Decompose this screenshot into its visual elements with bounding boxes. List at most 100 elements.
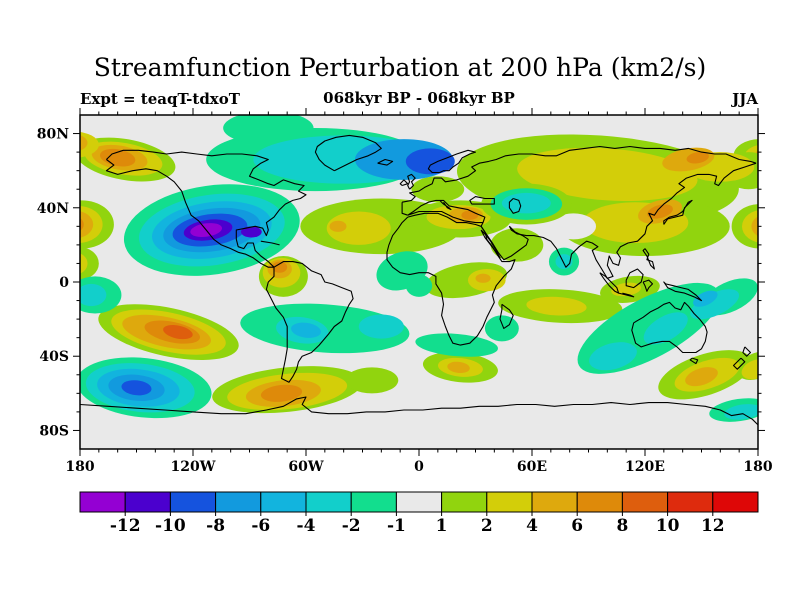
y-axis-label: 80S xyxy=(39,423,69,439)
contour-blobs-layer xyxy=(61,115,782,422)
colorbar-segment xyxy=(531,491,578,513)
contour-blob-new-zealand-positive xyxy=(741,359,758,380)
colorbar-segment xyxy=(124,491,171,513)
contour-blob-arctic-canada-scandinavia-negative xyxy=(223,115,314,145)
coastline-layer xyxy=(80,134,758,426)
colorbar-segment xyxy=(486,491,533,513)
coastline xyxy=(80,396,758,426)
contour-blob-australia-negative xyxy=(690,289,740,320)
contour-blob-alaska-arctic-positive xyxy=(99,148,136,167)
contour-blob-pacific-left-edge-positive-35N xyxy=(61,219,76,230)
contour-blob-eurasia-positive-field xyxy=(686,151,709,164)
colorbar-label: -10 xyxy=(155,516,186,536)
colorbar-label: 8 xyxy=(616,516,628,536)
contour-blob-atlantic-mediterranean-positive-band xyxy=(326,211,391,245)
coastline xyxy=(407,173,416,190)
colorbar-label: -8 xyxy=(206,516,225,536)
coastline xyxy=(480,222,529,261)
contour-blob-north-america-negative xyxy=(241,226,262,238)
coastline xyxy=(260,240,280,246)
contour-blob-atlantic-mediterranean-positive-band xyxy=(329,220,347,232)
contour-blob-west-africa-negative xyxy=(405,274,433,297)
y-axis-label: 0 xyxy=(59,275,69,291)
season-label: JJA xyxy=(732,90,758,108)
coastline xyxy=(265,261,354,383)
coastline xyxy=(427,149,477,174)
coastline xyxy=(401,202,408,216)
colorbar-label: 1 xyxy=(436,516,448,536)
contour-blob-tibet-neutral-gap xyxy=(550,213,597,240)
coastline xyxy=(401,145,757,203)
contour-blob-equatorial-pacific-negative-left xyxy=(80,283,107,307)
contour-blob-colombia-positive xyxy=(272,261,288,273)
colorbar-label: 10 xyxy=(656,516,680,536)
x-axis-label: 180 xyxy=(65,459,94,475)
coastline xyxy=(742,346,752,357)
contour-blob-left-edge-tropical-positive xyxy=(80,253,88,274)
contour-blob-eurasia-positive-field xyxy=(411,176,465,203)
colorbar-label: -12 xyxy=(110,516,141,536)
colorbar-segment xyxy=(350,491,397,513)
contour-blob-south-pacific-negative xyxy=(121,380,152,396)
coastline xyxy=(480,229,501,259)
colorbar-segment xyxy=(169,491,217,513)
colorbar-segment xyxy=(712,491,759,513)
colorbar-segment xyxy=(667,491,714,513)
contour-blob-pacific-right-edge-positive-30N xyxy=(759,218,782,235)
contour-blob-pacific-right-edge-positive-30N xyxy=(751,216,758,237)
coastline xyxy=(499,303,514,329)
contour-blob-australia-negative xyxy=(693,290,718,307)
coastline xyxy=(508,162,757,279)
coastline xyxy=(618,292,635,298)
contour-blob-south-pacific-positive xyxy=(163,325,193,340)
contour-blob-left-edge-tropical-positive xyxy=(80,246,99,281)
contour-blob-caspian-negative xyxy=(501,192,551,214)
coastline xyxy=(314,134,382,172)
contour-blob-drake-passage-positive xyxy=(260,384,303,402)
coastline xyxy=(642,248,655,270)
colorbar-label: 4 xyxy=(526,516,538,536)
x-axis-label: 120E xyxy=(625,459,665,475)
contour-blob-atlantic-mediterranean-positive-band xyxy=(490,228,544,262)
x-axis-label: 60E xyxy=(517,459,547,475)
coastline xyxy=(439,200,452,211)
contour-blob-alaska-arctic-positive xyxy=(80,135,88,151)
y-axis-label: 40N xyxy=(37,201,69,217)
colorbar-label: -1 xyxy=(387,516,406,536)
colorbar-label: 12 xyxy=(701,516,725,536)
coastline xyxy=(407,199,486,224)
contour-blob-argentina-south-atlantic-negative xyxy=(291,322,321,338)
colorbar-label: 2 xyxy=(481,516,493,536)
y-axis-label: 80N xyxy=(37,127,69,143)
coastline xyxy=(663,199,693,225)
colorbar-segment xyxy=(305,491,352,513)
x-axis-label: 180 xyxy=(743,459,772,475)
colorbar-segment xyxy=(441,491,488,513)
coastline xyxy=(625,268,644,289)
contour-blob-australia-negative xyxy=(589,342,637,371)
coastline xyxy=(631,301,708,354)
x-axis-label: 60W xyxy=(288,459,323,475)
page-title: Streamfunction Perturbation at 200 hPa (… xyxy=(93,53,707,82)
colorbar-segment xyxy=(576,491,623,513)
period-label: 068kyr BP - 068kyr BP xyxy=(323,89,515,107)
experiment-label: Expt = teaqT-tdxoT xyxy=(80,90,240,108)
contour-blob-drake-passage-positive xyxy=(345,367,399,394)
y-axis-label: 40S xyxy=(39,349,69,365)
coastline xyxy=(663,281,703,302)
contour-blob-australia-negative xyxy=(643,312,688,345)
colorbar-segment xyxy=(621,491,669,513)
contour-blob-pacific-right-edge-positive-30N xyxy=(741,210,758,243)
coastline xyxy=(642,279,654,292)
contour-blob-pacific-left-edge-positive-35N xyxy=(80,217,84,231)
contour-blob-indian-ocean-positive-band xyxy=(526,296,587,316)
colorbar-label: -6 xyxy=(251,516,270,536)
coastline xyxy=(399,179,409,187)
colorbar-label: -4 xyxy=(297,516,316,536)
x-axis-label: 0 xyxy=(414,459,424,475)
contour-blob-equatorial-africa-positive xyxy=(475,273,491,283)
colorbar-segment xyxy=(79,491,126,513)
axis-ticks-layer xyxy=(73,108,765,456)
